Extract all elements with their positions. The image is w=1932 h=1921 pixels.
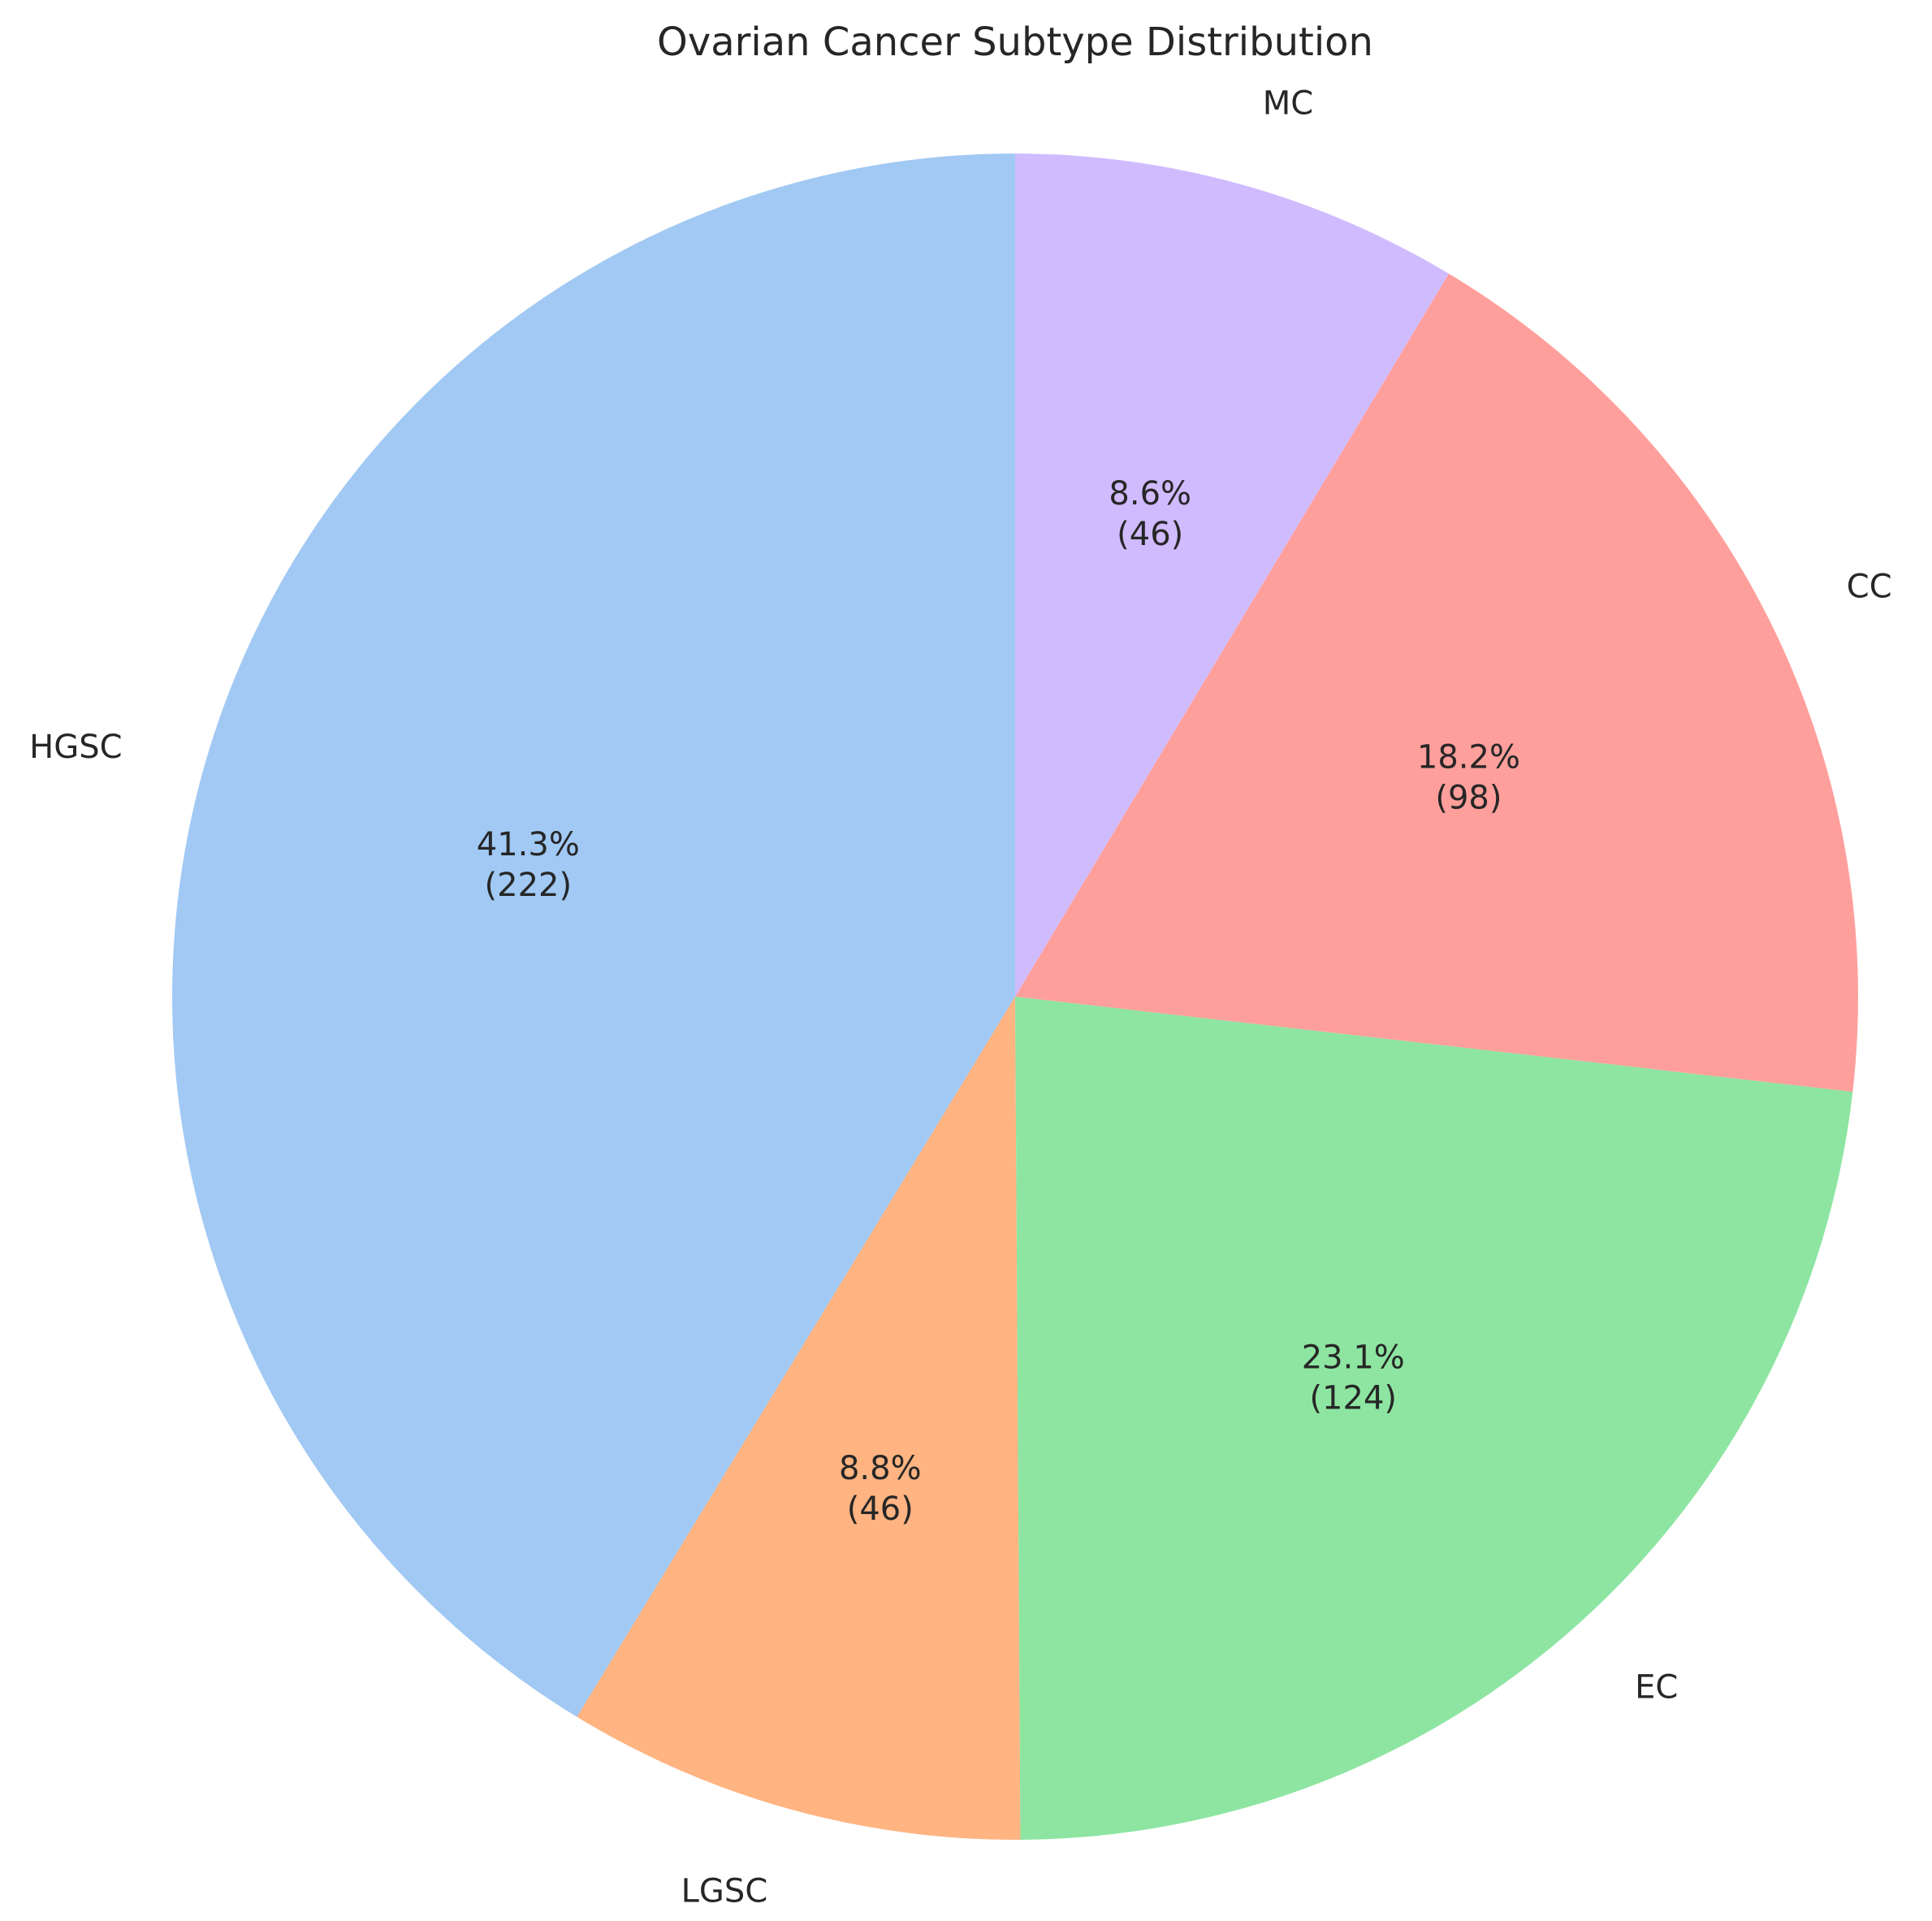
percent-label-ec: 23.1%: [1302, 1339, 1405, 1376]
label-ec: EC: [1635, 1668, 1678, 1706]
pie-labels: HGSC 41.3% (222) LGSC 8.8% (46) EC 23.1%(124) CC…: [29, 85, 1891, 1910]
percent-label-lgsc: 8.8%: [839, 1450, 922, 1487]
slice-lgsc: [577, 997, 1021, 1840]
slice-hgsc: [172, 154, 1015, 1717]
label-hgsc: HGSC: [29, 729, 122, 766]
count-label-mc: (46): [1117, 516, 1183, 553]
percent-label-hgsc: 41.3%: [477, 826, 580, 863]
percent-label-mc: 8.6%: [1109, 475, 1191, 513]
chart-title: Ovarian Cancer Subtype Distribution: [657, 19, 1373, 65]
count-label-lgsc: (46): [847, 1491, 914, 1528]
slice-cc: [1015, 273, 1859, 1092]
percent-label-cc: 18.2%: [1417, 738, 1520, 776]
count-label-hgsc: (222): [485, 867, 573, 904]
slice-ec: [1015, 997, 1853, 1840]
label-cc: CC: [1847, 568, 1892, 605]
label-mc: MC: [1263, 85, 1313, 123]
count-label-ec: (124): [1309, 1379, 1397, 1417]
label-lgsc: LGSC: [681, 1872, 768, 1910]
pie-slices: [172, 154, 1859, 1840]
slice-mc: [1015, 154, 1449, 997]
count-label-cc: (98): [1435, 779, 1502, 816]
